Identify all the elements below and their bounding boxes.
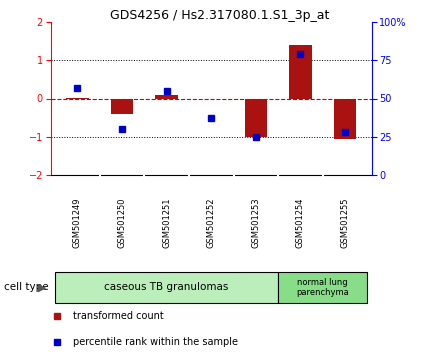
Text: GSM501254: GSM501254	[296, 197, 305, 248]
Text: GDS4256 / Hs2.317080.1.S1_3p_at: GDS4256 / Hs2.317080.1.S1_3p_at	[110, 9, 330, 22]
Bar	[334, 98, 356, 139]
Bar	[278, 272, 367, 303]
Bar	[289, 45, 312, 98]
Text: transformed count: transformed count	[73, 311, 164, 321]
Bar	[245, 98, 267, 137]
Text: ▶: ▶	[38, 282, 46, 292]
Text: caseous TB granulomas: caseous TB granulomas	[104, 282, 229, 292]
Text: GSM501253: GSM501253	[251, 197, 260, 248]
Text: GSM501251: GSM501251	[162, 197, 171, 248]
Bar	[55, 272, 278, 303]
Bar	[111, 98, 133, 114]
Text: GSM501252: GSM501252	[207, 197, 216, 248]
Text: GSM501255: GSM501255	[341, 197, 349, 248]
Text: cell type: cell type	[4, 282, 49, 292]
Text: normal lung
parenchyma: normal lung parenchyma	[297, 278, 349, 297]
Text: GSM501249: GSM501249	[73, 197, 82, 248]
Bar	[200, 98, 222, 99]
Text: GSM501250: GSM501250	[117, 197, 126, 248]
Bar	[155, 95, 178, 98]
Text: percentile rank within the sample: percentile rank within the sample	[73, 337, 238, 347]
